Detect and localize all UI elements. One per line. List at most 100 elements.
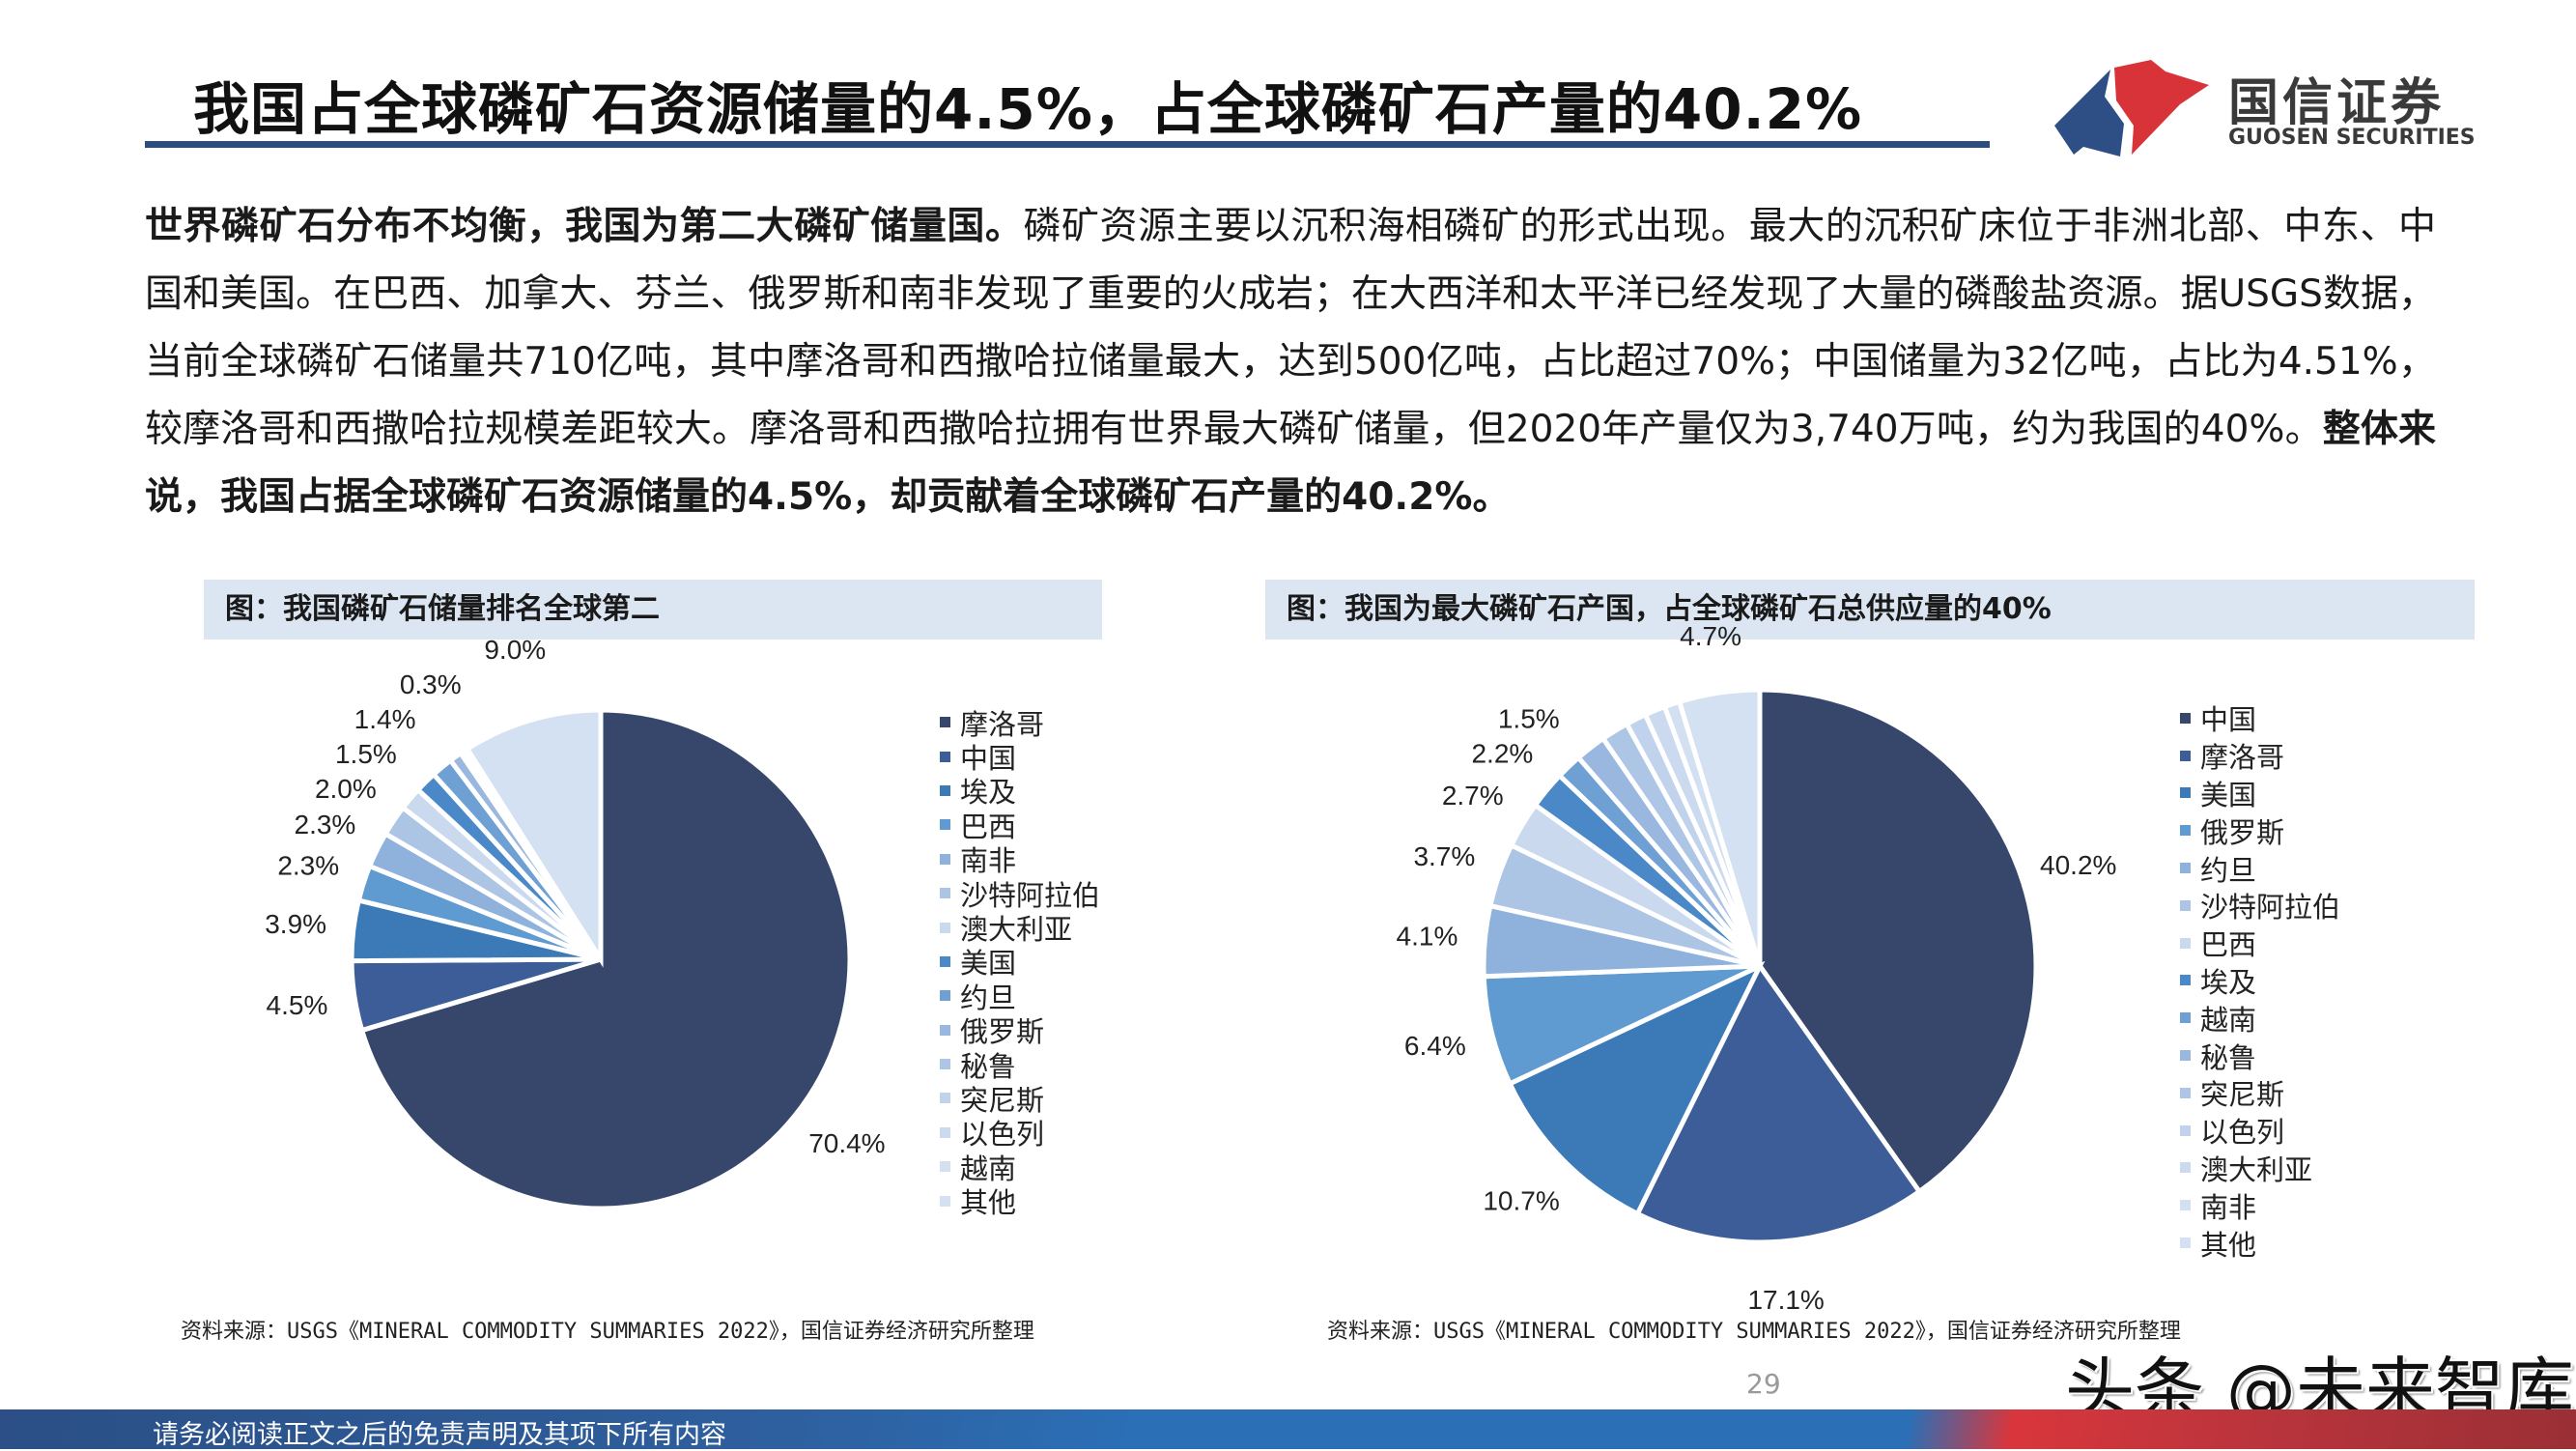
data-label: 2.0% xyxy=(315,774,377,804)
legend-label: 俄罗斯 xyxy=(2200,815,2285,849)
title-underline xyxy=(145,141,1990,148)
legend-item: 俄罗斯 xyxy=(940,1013,1100,1048)
legend-swatch xyxy=(2180,1124,2191,1136)
legend-swatch xyxy=(2180,1238,2191,1249)
legend-item: 澳大利亚 xyxy=(940,910,1100,946)
data-label: 6.4% xyxy=(1404,1031,1466,1061)
legend-swatch xyxy=(940,1093,950,1104)
legend-label: 越南 xyxy=(2200,1003,2257,1037)
legend-label: 南非 xyxy=(960,844,1017,878)
data-label: 40.2% xyxy=(2040,850,2116,880)
right-chart-heading: 图：我国为最大磷矿石产国，占全球磷矿石总供应量的40% xyxy=(1265,580,2475,640)
legend-label: 约旦 xyxy=(960,981,1017,1014)
logo-mark-icon xyxy=(2054,60,2209,156)
data-label: 2.3% xyxy=(277,851,339,881)
legend-item: 以色列 xyxy=(2180,1112,2340,1150)
paragraph-emphasis: 整体来说，我国占据全球磷矿石资源储量的4.5%，却贡献着全球磷矿石产量的40.2… xyxy=(145,408,2436,519)
data-label: 3.9% xyxy=(265,909,326,939)
legend-item: 其他 xyxy=(940,1183,1100,1219)
pie-slice-中国 xyxy=(1757,687,2039,1195)
legend-item: 以色列 xyxy=(940,1116,1100,1151)
data-label: 17.1% xyxy=(1747,1285,1824,1315)
page-number: 29 xyxy=(1746,1368,1781,1400)
pie-slice-其他 xyxy=(1676,687,1763,967)
legend-item: 巴西 xyxy=(2180,925,2340,962)
pie-slice-摩洛哥 xyxy=(1634,961,1923,1245)
legend-item: 约旦 xyxy=(940,979,1100,1014)
legend-label: 突尼斯 xyxy=(2200,1078,2285,1112)
legend-swatch xyxy=(2180,899,2191,911)
legend-item: 俄罗斯 xyxy=(2180,811,2340,849)
legend-item: 中国 xyxy=(2180,699,2340,737)
legend-swatch xyxy=(940,819,950,831)
legend-swatch xyxy=(940,853,950,865)
legend-label: 中国 xyxy=(2200,703,2257,737)
legend-swatch xyxy=(940,1161,950,1173)
legend-label: 沙特阿拉伯 xyxy=(2200,891,2341,925)
data-label: 4.7% xyxy=(1680,621,1741,651)
legend-item: 美国 xyxy=(2180,775,2340,812)
data-label: 1.4% xyxy=(354,704,416,734)
footer-disclaimer: 请务必阅读正文之后的免责声明及其项下所有内容 xyxy=(153,1420,726,1450)
legend-swatch xyxy=(940,990,950,1002)
legend-swatch xyxy=(2180,1162,2191,1174)
body-paragraph: 世界磷矿石分布不均衡，我国为第二大磷矿储量国。磷矿资源主要以沉积海相磷矿的形式出… xyxy=(145,193,2436,531)
legend-label: 以色列 xyxy=(960,1118,1045,1152)
data-label: 2.7% xyxy=(1442,781,1504,811)
legend-swatch xyxy=(2180,1012,2191,1024)
data-label: 0.3% xyxy=(400,669,462,699)
legend-item: 中国 xyxy=(940,739,1100,775)
left-chart-legend: 摩洛哥 中国 埃及 巴西 南非 沙特阿拉伯 澳大利亚 美国 约旦 俄罗斯 秘鲁 突尼斯 以色列 越南 其他 xyxy=(940,705,1100,1219)
left-chart-heading: 图：我国磷矿石储量排名全球第二 xyxy=(204,580,1102,640)
legend-label: 巴西 xyxy=(2200,928,2257,962)
legend-swatch xyxy=(2180,1050,2191,1062)
legend-item: 约旦 xyxy=(2180,849,2340,887)
legend-item: 其他 xyxy=(2180,1224,2340,1262)
legend-item: 摩洛哥 xyxy=(940,705,1100,741)
legend-label: 美国 xyxy=(960,947,1017,981)
legend-item: 埃及 xyxy=(2180,962,2340,1000)
legend-label: 以色列 xyxy=(2200,1116,2285,1150)
paragraph-text: 磷矿资源主要以沉积海相磷矿的形式出现。最大的沉积矿床位于非洲北部、中东、中国和美… xyxy=(145,205,2436,451)
legend-label: 越南 xyxy=(960,1152,1017,1185)
legend-label: 秘鲁 xyxy=(960,1049,1017,1083)
legend-item: 沙特阿拉伯 xyxy=(2180,887,2340,925)
legend-label: 澳大利亚 xyxy=(2200,1152,2313,1186)
legend-item: 秘鲁 xyxy=(940,1047,1100,1083)
legend-label: 摩洛哥 xyxy=(2200,741,2285,775)
page-title: 我国占全球磷矿石资源储量的4.5%，占全球磷矿石产量的40.2% xyxy=(193,76,1863,142)
legend-item: 秘鲁 xyxy=(2180,1037,2340,1074)
legend-label: 巴西 xyxy=(960,810,1017,843)
pie-slice-其他 xyxy=(464,707,604,968)
footer-bar: 请务必阅读正文之后的免责声明及其项下所有内容 xyxy=(0,1409,2576,1450)
legend-swatch xyxy=(2180,937,2191,949)
legend-swatch xyxy=(940,1024,950,1036)
legend-item: 美国 xyxy=(940,945,1100,980)
legend-item: 巴西 xyxy=(940,808,1100,843)
legend-item: 摩洛哥 xyxy=(2180,737,2340,775)
legend-label: 埃及 xyxy=(2200,965,2257,999)
legend-swatch xyxy=(940,1059,950,1070)
legend-label: 突尼斯 xyxy=(960,1084,1045,1117)
legend-swatch xyxy=(940,751,950,762)
legend-label: 澳大利亚 xyxy=(960,913,1073,947)
legend-swatch xyxy=(2180,1087,2191,1098)
legend-swatch xyxy=(2180,787,2191,799)
data-label: 4.1% xyxy=(1397,922,1458,952)
right-chart-source: 资料来源：USGS《MINERAL COMMODITY SUMMARIES 20… xyxy=(1327,1320,2181,1344)
legend-item: 澳大利亚 xyxy=(2180,1150,2340,1187)
legend-swatch xyxy=(2180,975,2191,986)
legend-label: 南非 xyxy=(2200,1190,2257,1224)
paragraph-emphasis: 世界磷矿石分布不均衡，我国为第二大磷矿储量国。 xyxy=(145,205,1024,248)
data-label: 10.7% xyxy=(1483,1185,1559,1215)
legend-swatch xyxy=(940,1126,950,1138)
legend-item: 突尼斯 xyxy=(940,1081,1100,1117)
legend-item: 突尼斯 xyxy=(2180,1074,2340,1112)
legend-swatch xyxy=(2180,750,2191,761)
legend-swatch xyxy=(2180,1200,2191,1211)
legend-swatch xyxy=(940,955,950,967)
legend-item: 南非 xyxy=(2180,1186,2340,1224)
left-chart-source: 资料来源：USGS《MINERAL COMMODITY SUMMARIES 20… xyxy=(181,1320,1034,1344)
legend-label: 约旦 xyxy=(2200,853,2257,887)
legend-item: 越南 xyxy=(2180,999,2340,1037)
